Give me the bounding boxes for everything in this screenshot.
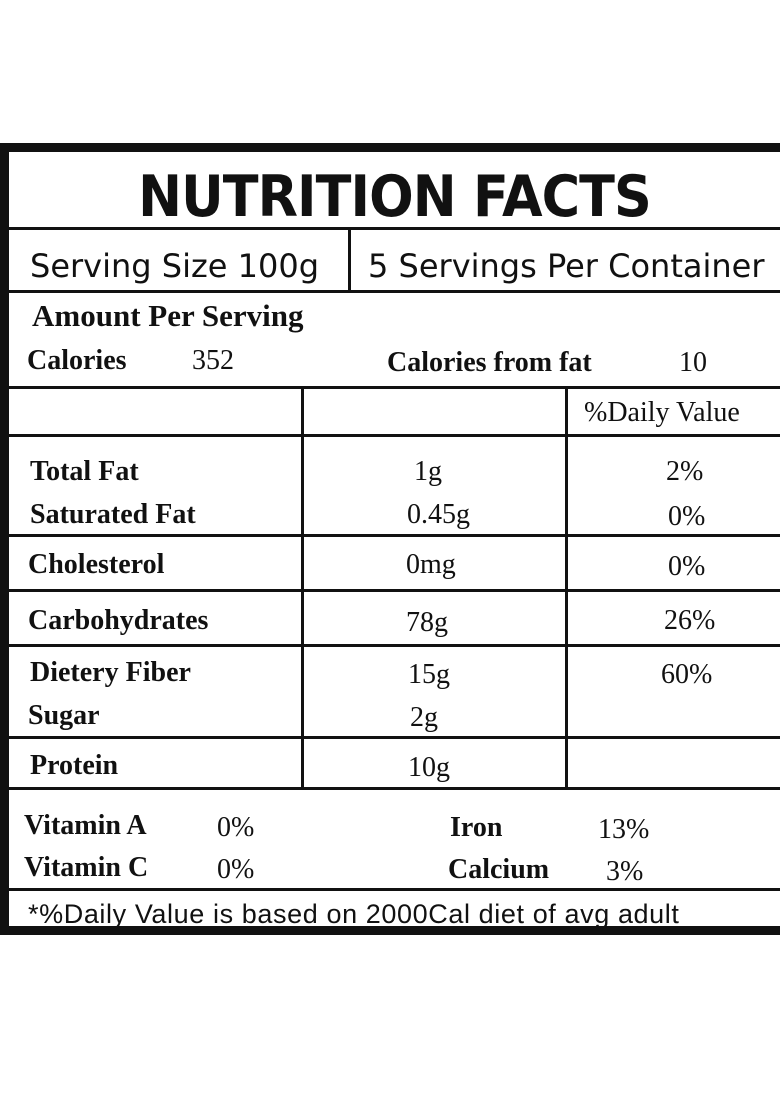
calcium-value: 3% (606, 856, 644, 887)
calories-from-fat-value: 10 (679, 347, 707, 378)
cholesterol-amount: 0mg (406, 549, 456, 580)
divider (9, 386, 780, 389)
divider (9, 534, 780, 537)
total-fat-dv: 2% (666, 456, 704, 487)
divider (9, 644, 780, 647)
calcium-name: Calcium (448, 854, 550, 885)
serving-size: Serving Size 100g (30, 247, 319, 285)
divider (9, 434, 780, 437)
total-fat-amount: 1g (414, 456, 442, 487)
saturated-fat-name: Saturated Fat (30, 499, 196, 530)
saturated-fat-amount: 0.45g (407, 499, 470, 530)
sugar-amount: 2g (410, 702, 438, 733)
carbohydrates-amount: 78g (406, 607, 448, 638)
servings-per-container: 5 Servings Per Container (368, 247, 765, 285)
sugar-name: Sugar (28, 700, 100, 731)
divider (348, 230, 351, 290)
carbohydrates-dv: 26% (664, 605, 716, 636)
divider (9, 589, 780, 592)
dietary-fiber-dv: 60% (661, 659, 713, 690)
divider (9, 290, 780, 293)
saturated-fat-dv: 0% (668, 501, 706, 532)
divider (9, 888, 780, 891)
calories-from-fat-label: Calories from fat (387, 347, 592, 378)
divider (9, 736, 780, 739)
cholesterol-dv: 0% (668, 551, 706, 582)
dietary-fiber-amount: 15g (408, 659, 450, 690)
amount-per-serving: Amount Per Serving (32, 298, 304, 333)
footnote: *%Daily Value is based on 2000Cal diet o… (28, 899, 680, 929)
divider (9, 227, 780, 230)
label-title: NUTRITION FACTS (138, 164, 652, 230)
nutrition-label: NUTRITION FACTS Serving Size 100g 5 Serv… (0, 143, 780, 935)
protein-name: Protein (30, 750, 119, 781)
vitamin-c-value: 0% (217, 854, 255, 885)
calories-value: 352 (192, 345, 234, 376)
dietary-fiber-name: Dietery Fiber (30, 657, 191, 688)
carbohydrates-name: Carbohydrates (28, 605, 209, 636)
calories-label: Calories (27, 345, 127, 376)
divider (9, 787, 780, 790)
vitamin-a-value: 0% (217, 812, 255, 843)
iron-value: 13% (598, 814, 650, 845)
total-fat-name: Total Fat (30, 456, 139, 487)
protein-amount: 10g (408, 752, 450, 783)
vitamin-c-name: Vitamin C (24, 852, 149, 883)
cholesterol-name: Cholesterol (28, 549, 165, 580)
iron-name: Iron (450, 812, 503, 843)
daily-value-header: %Daily Value (584, 397, 740, 428)
vitamin-a-name: Vitamin A (24, 810, 147, 841)
